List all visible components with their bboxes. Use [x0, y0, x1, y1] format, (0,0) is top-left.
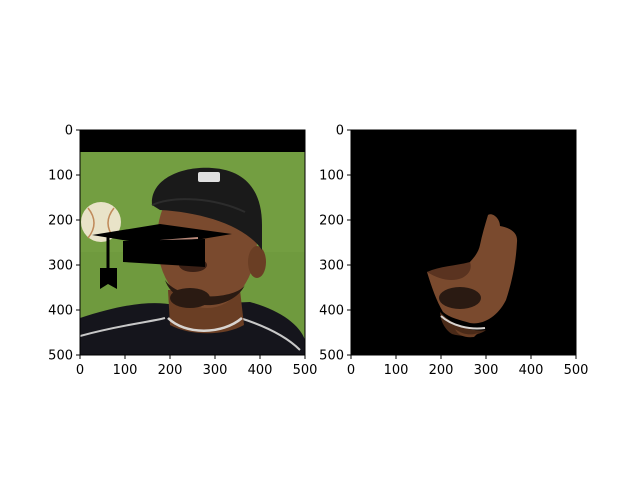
x-tick-label: 200	[158, 363, 183, 378]
x-tick-label: 500	[293, 363, 318, 378]
y-tick-label: 300	[48, 259, 73, 274]
y-tick-label: 500	[319, 349, 344, 364]
right-image	[351, 130, 576, 355]
x-tick-label: 500	[564, 363, 589, 378]
y-tick-label: 500	[48, 349, 73, 364]
y-tick-label: 400	[319, 304, 344, 319]
left-image	[80, 130, 305, 355]
x-tick-label: 100	[113, 363, 138, 378]
x-tick-label: 0	[76, 363, 84, 378]
x-tick-label: 400	[248, 363, 273, 378]
x-tick-label: 300	[203, 363, 228, 378]
y-tick-label: 100	[319, 169, 344, 184]
graduation-cap	[92, 224, 232, 289]
y-tick-label: 200	[319, 214, 344, 229]
x-tick-label: 0	[347, 363, 355, 378]
y-tick-label: 300	[319, 259, 344, 274]
baseball-cap	[151, 167, 262, 250]
x-tick-label: 100	[384, 363, 409, 378]
x-tick-label: 400	[519, 363, 544, 378]
black-bar	[80, 130, 305, 152]
y-tick-label: 0	[65, 124, 73, 139]
y-tick-label: 0	[336, 124, 344, 139]
x-tick-label: 200	[429, 363, 454, 378]
x-tick-label: 300	[474, 363, 499, 378]
y-tick-label: 100	[48, 169, 73, 184]
tassel	[100, 268, 117, 289]
y-tick-label: 200	[48, 214, 73, 229]
y-tick-label: 400	[48, 304, 73, 319]
